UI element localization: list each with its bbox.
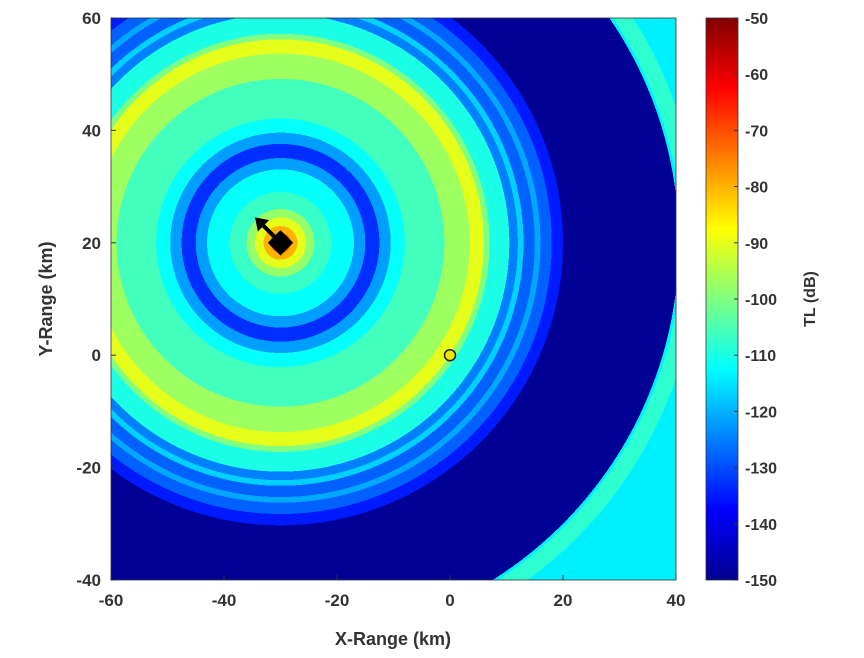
- y-axis-label: Y-Range (km): [36, 241, 56, 356]
- colorbar-tick-label: -80: [745, 180, 768, 197]
- colorbar-tick-label: -70: [745, 123, 768, 140]
- tl-field: [111, 18, 676, 580]
- colorbar-tick-label: -120: [745, 404, 777, 421]
- colorbar-tick-label: -90: [745, 236, 768, 253]
- x-tick-label: -40: [212, 591, 237, 610]
- colorbar-tick-label: -150: [745, 573, 777, 590]
- colorbar-tick-label: -100: [745, 292, 777, 309]
- colorbar: [705, 17, 739, 581]
- y-tick-label: 0: [92, 346, 101, 365]
- source-ship-marker: [255, 217, 294, 256]
- y-tick-label: 20: [82, 234, 101, 253]
- colorbar-tick-label: -50: [745, 11, 768, 28]
- heading-arrow-icon: [255, 217, 270, 232]
- plot-frame: [110, 17, 677, 581]
- x-tick-label: -60: [99, 591, 124, 610]
- x-tick-label: -20: [325, 591, 350, 610]
- y-tick-label: -20: [76, 459, 101, 478]
- y-tick-label: 40: [82, 121, 101, 140]
- receiver-marker: [443, 348, 457, 362]
- x-tick-label: 20: [554, 591, 573, 610]
- plot-area: [111, 18, 676, 580]
- x-tick-label: 40: [667, 591, 686, 610]
- colorbar-label: TL (dB): [802, 271, 819, 327]
- colorbar-tick-label: -130: [745, 461, 777, 478]
- y-tick-label: 60: [82, 9, 101, 28]
- colorbar-tick-label: -60: [745, 67, 768, 84]
- y-tick-label: -40: [76, 571, 101, 590]
- x-axis-label: X-Range (km): [335, 629, 451, 649]
- colorbar-tick-label: -110: [745, 348, 776, 365]
- x-tick-label: 0: [445, 591, 454, 610]
- colorbar-tick-label: -140: [745, 517, 777, 534]
